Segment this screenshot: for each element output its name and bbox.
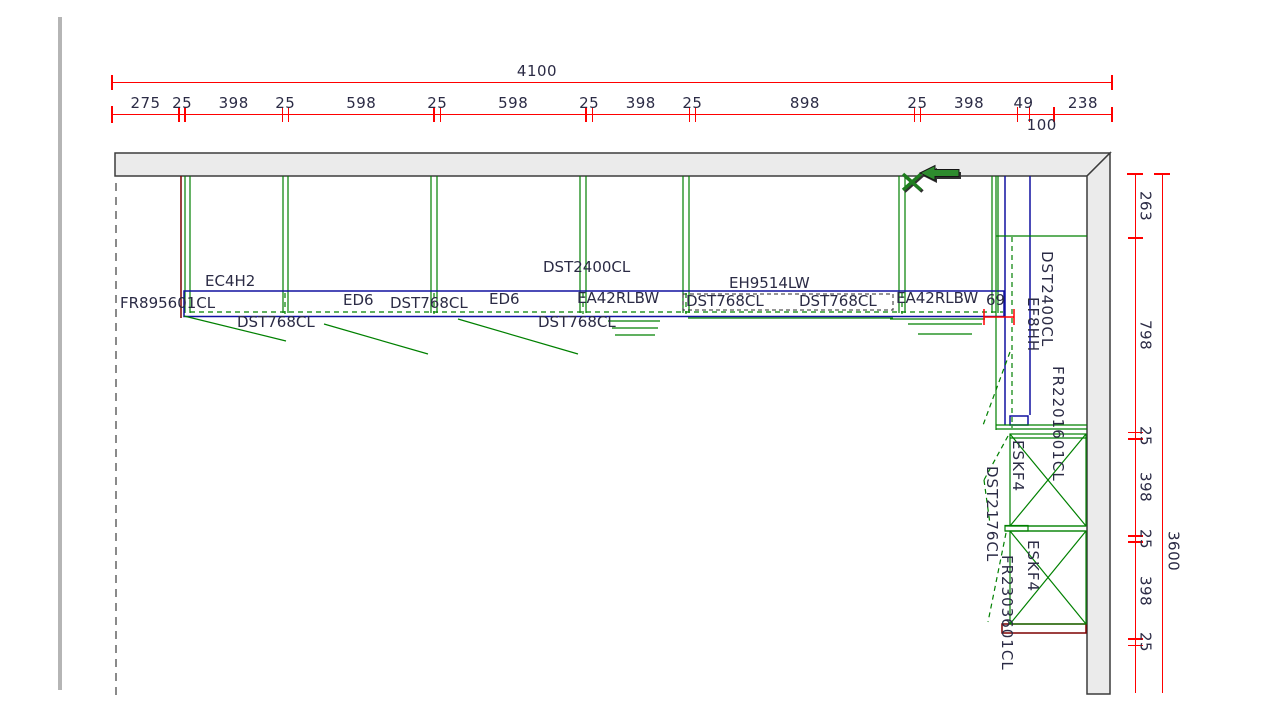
wall-right[interactable] (1086, 151, 1111, 695)
inline-dimension-69 (983, 309, 1015, 325)
worktop-outline[interactable] (183, 176, 1031, 426)
top-run-cabinet-dividers[interactable] (184, 176, 999, 313)
filler-panels[interactable] (180, 176, 1087, 634)
drawer-dashed-box (682, 293, 894, 311)
crossed-base-cabinets[interactable] (1004, 433, 1087, 625)
green-dashed-lines (190, 237, 1013, 623)
left-arrow-marker[interactable] (918, 164, 961, 184)
page-edge-strip (58, 17, 62, 690)
right-run-cabinets[interactable] (995, 176, 1087, 430)
x-marker[interactable] (901, 172, 924, 193)
door-swing-lines (183, 315, 985, 355)
